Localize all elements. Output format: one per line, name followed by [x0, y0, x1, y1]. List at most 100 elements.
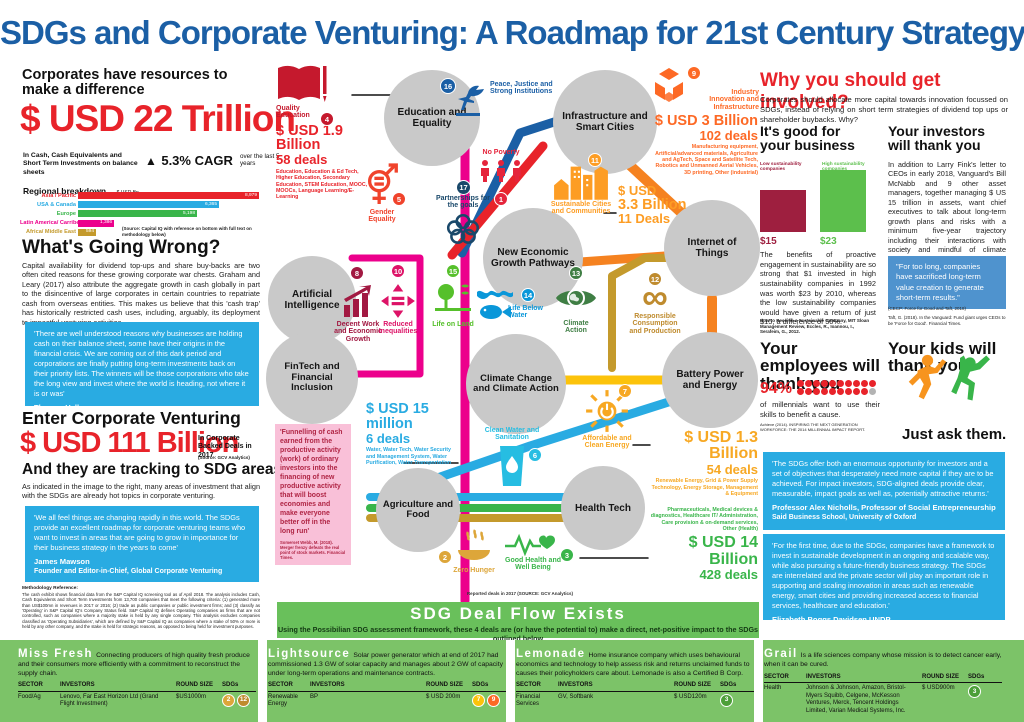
low-sustainability-label: Low sustainability companies [760, 162, 802, 173]
people-icon [481, 160, 521, 183]
heartbeat-icon [505, 533, 555, 556]
hub-fintech-financial-inclusion: FinTech and Financial Inclusion [266, 332, 358, 424]
investors-source2: Taft, G. (2018). In the Vanguard: Fund g… [888, 315, 1006, 326]
card-title: Miss Fresh [18, 648, 94, 660]
funnel-quote-box: 'Funnelling of cash earned from the prod… [275, 424, 351, 565]
bar: 8,979 [78, 192, 259, 200]
sdg-label: No Poverty [482, 149, 520, 156]
card-title: Lightsource [268, 648, 351, 660]
gender-icon [367, 163, 398, 204]
col-sdgs: SDGs [720, 682, 737, 689]
sdg-chip: 3 [720, 693, 733, 707]
business-source: How to Become a Sustainable Company, MIT… [760, 318, 870, 335]
sdg-label: Decent Work and Economic Growth [334, 321, 382, 343]
bar-value: 1,386 [99, 220, 112, 226]
deal-card-lightsource: Lightsource Solar power generator which a… [268, 647, 506, 709]
sdg-responsible-consumption: 12 ∞ Responsible Consumption and Product… [626, 272, 684, 335]
dot [852, 387, 860, 395]
deal-amount: $ USD 1.3 Billion [684, 429, 758, 463]
business-body: The benefits of proactive engagement in … [760, 250, 876, 327]
hub-artificial-intelligence: Artificial Intelligence [268, 256, 356, 344]
sdg-label: Life on Land [432, 321, 474, 328]
col-sector: SECTOR [764, 673, 789, 680]
cell-sector: Food/Ag [18, 693, 41, 700]
employees-stat: 94% [760, 380, 793, 397]
dot [836, 379, 844, 387]
col-investors: INVESTORS [558, 682, 593, 689]
quote-name: James Mawson [34, 556, 90, 566]
sdg-sustainable-cities: 11 Sustainable Cities and Communities [548, 153, 614, 216]
table-header: SECTOR INVESTORS ROUND SIZE SDGs [764, 674, 1002, 684]
deal-amount: $ USD 3 Billion [654, 113, 758, 129]
col-investors: INVESTORS [60, 682, 95, 689]
sdg-label: Affordable and Clean Energy [582, 435, 632, 450]
deal-count: 6 deals [366, 430, 411, 446]
cv-amount-note: In Corporate Backed Deals in 2017 [198, 435, 252, 459]
dot [852, 379, 860, 387]
page-title: SDGs and Corporate Venturing: A Roadmap … [0, 14, 1024, 51]
deal-count: 54 deals [706, 461, 758, 477]
low-bar-value: $15 [760, 236, 777, 247]
cell-sdgs: 2 12 [222, 693, 256, 709]
deal-subsectors: Pharmaceuticals, Medical devices & diagn… [650, 507, 758, 533]
bar-label: USA & Canada [37, 201, 76, 208]
deal-subsectors: Education, Education & Ed Tech, Higher E… [276, 168, 368, 201]
sdg-chip: 3 [968, 685, 981, 699]
tracking-subtitle: And they are tracking to SDG areas [22, 461, 283, 478]
sun-power-icon [586, 390, 628, 432]
hellmann-quote-box: 'There are well understood reasons why b… [25, 322, 259, 431]
deal-subsectors: Renewable Energy, Grid & Power Supply Te… [651, 478, 758, 497]
hub-battery-power-energy: Battery Power and Energy [662, 332, 758, 428]
deal-card-lemonade: Lemonade Home insurance company which use… [516, 647, 754, 709]
sdg-badge-14: 14 [521, 288, 535, 302]
high-bar-value: $23 [820, 236, 837, 247]
bar: 5,198 [78, 210, 197, 218]
dot [812, 387, 820, 395]
tracking-body: As indicated in the image to the right, … [22, 482, 260, 501]
sdg-industry-innovation: 9 [645, 66, 701, 110]
sdg-chip: 2 [222, 693, 235, 707]
col-round: ROUND SIZE [176, 682, 214, 689]
card-desc: Lemonade Home insurance company which use… [516, 647, 754, 678]
cell-round: $ USD120m [674, 693, 707, 700]
hub-health-tech: Health Tech [561, 466, 645, 550]
dot [836, 387, 844, 395]
kids-title: Your kids will thank you. [888, 339, 997, 376]
bowl-icon [458, 529, 490, 560]
orange-kid-icon [908, 354, 947, 400]
cell-round: $US1000m [176, 693, 207, 700]
cubes-icon [655, 68, 683, 102]
high-sustainability-label: High sustainability companies [822, 162, 865, 172]
sdg-label: Reduced Inequalities [378, 321, 418, 336]
card-desc-text: Is a life sciences company whose mission… [764, 652, 1002, 669]
investors-title: Your investors will thank you [888, 123, 985, 154]
dot [868, 379, 876, 387]
triangle-up-icon: ▲ [145, 154, 157, 168]
sdg-badge-13: 13 [569, 266, 583, 280]
sdg-good-health: 3 Good Health and Well Being [504, 532, 574, 572]
hub-infrastructure-smart-cities: Infrastructure and Smart Cities [553, 70, 657, 174]
deal-subsectors: Water, Water Tech, Water Security and Ma… [366, 447, 452, 466]
sdg-chip: 7 [472, 693, 485, 707]
quote-text: "For too long, companies have sacrificed… [896, 262, 984, 302]
sdg-label: Responsible Consumption and Production [629, 313, 681, 335]
quote-role: Founder and Editor-in-Chief, Global Corp… [34, 568, 223, 576]
whats-wrong-title: What's Going Wrong? [22, 237, 221, 258]
quote-role: Said Business School, University of Oxfo… [772, 514, 917, 522]
deal-count: 428 deals [699, 567, 758, 582]
sdg-badge-7: 7 [618, 384, 632, 398]
eye-globe-icon [556, 289, 596, 307]
dot [828, 387, 836, 395]
bar-label: Latin America/ Carribean [20, 220, 87, 227]
sdg-badge-10: 10 [391, 264, 405, 278]
col-sector: SECTOR [18, 682, 43, 689]
sdg-label: Zero Hunger [453, 567, 495, 574]
reported-deals-note: Reported deals in 2017 (SOURCE: GCV Anal… [466, 591, 574, 596]
methodology-block: Methodology Reference: The cash exhibit … [22, 586, 260, 630]
sdg-badge-9: 9 [687, 66, 701, 80]
chart-bar-row: USA & Canada 6,365 [20, 201, 259, 209]
cell-sdgs: 3 [720, 693, 754, 709]
green-kid-icon [951, 355, 990, 401]
regional-chart: Asia / Pacific 8,979 USA & Canada 6,365 … [20, 192, 259, 237]
energy-deal-block: $ USD 1.3 Billion 54 deals Renewable Ene… [650, 429, 758, 497]
